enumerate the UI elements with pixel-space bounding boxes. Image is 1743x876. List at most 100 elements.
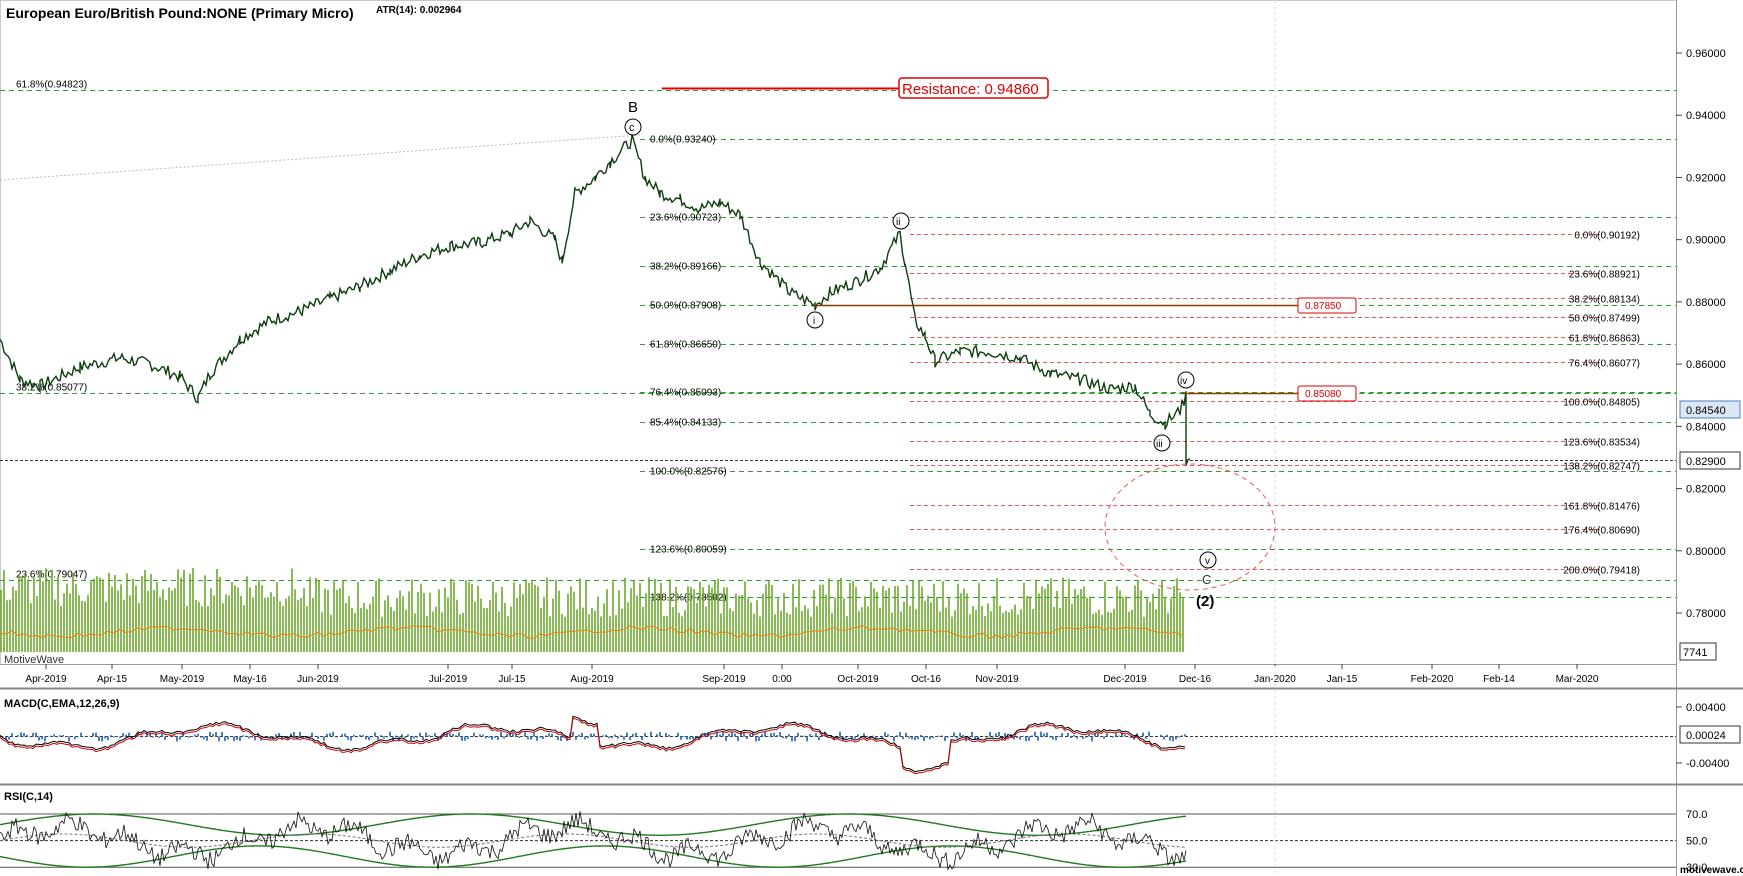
macd-tick-label: 0.00400 bbox=[1686, 702, 1726, 714]
wave-label-iii-circle bbox=[1153, 434, 1171, 452]
time-tick-label: Dec-2019 bbox=[1103, 674, 1147, 685]
wave-label-v-circle bbox=[1199, 551, 1217, 569]
time-tick-label: Oct-16 bbox=[911, 674, 941, 685]
price-tick-label: 0.96000 bbox=[1686, 48, 1726, 60]
watermark: MotiveWave bbox=[4, 654, 64, 666]
time-tick-label: Apr-2019 bbox=[25, 674, 67, 685]
price-tick-label: 0.90000 bbox=[1686, 235, 1726, 247]
wave-label-B: B bbox=[628, 99, 638, 116]
macd-title: MACD(C,EMA,12,26,9) bbox=[4, 698, 120, 710]
time-tick-label: Jun-2019 bbox=[297, 674, 339, 685]
wave-label-iv-circle bbox=[1177, 371, 1195, 389]
wave-label-i: i bbox=[813, 316, 815, 327]
wave-label-iv: iv bbox=[1180, 376, 1187, 387]
macd-tick-label: -0.00400 bbox=[1686, 758, 1729, 770]
price-tick-label: 0.94000 bbox=[1686, 110, 1726, 122]
rsi-tick-label: 30.0 bbox=[1686, 862, 1707, 874]
wave-label-c-circle bbox=[624, 118, 642, 136]
fib-mid-label: 0.0%(0.93240) bbox=[650, 135, 716, 146]
volume-bars bbox=[0, 568, 1184, 652]
fib-right-label: 76.4%(0.86077) bbox=[1569, 359, 1640, 370]
fib-mid-label: 123.6%(0.80059) bbox=[650, 545, 727, 556]
wave-label-iii: iii bbox=[1156, 439, 1163, 450]
price-panel[interactable] bbox=[0, 0, 1677, 665]
atr-readout: ATR(14): 0.002964 bbox=[376, 5, 462, 16]
price-tick-label: 0.86000 bbox=[1686, 359, 1726, 371]
price-tick-label: 0.78000 bbox=[1686, 608, 1726, 620]
fib-right-label: 138.2%(0.82747) bbox=[1563, 462, 1640, 473]
price-tick-label: 0.80000 bbox=[1686, 546, 1726, 558]
fib-mid-label: 38.2%(0.89166) bbox=[650, 262, 721, 273]
rsi-tick-label: 70.0 bbox=[1686, 809, 1707, 821]
fib-right-label: 100.0%(0.84805) bbox=[1563, 398, 1640, 409]
time-tick-label: Feb-14 bbox=[1483, 674, 1515, 685]
price-tick-label: 0.84000 bbox=[1686, 421, 1726, 433]
price-tick-label: 0.88000 bbox=[1686, 297, 1726, 309]
volume-value-label: 7741 bbox=[1683, 647, 1707, 659]
fib-left-label: 61.8%(0.94823) bbox=[16, 80, 87, 91]
fib-right-label: 161.8%(0.81476) bbox=[1563, 502, 1640, 513]
footer-brand: motivewave.com bbox=[1680, 865, 1743, 876]
time-tick-label: May-2019 bbox=[160, 674, 205, 685]
time-tick-label: Nov-2019 bbox=[975, 674, 1019, 685]
volume-value-flag[interactable] bbox=[1679, 642, 1717, 661]
fib-right-label: 123.6%(0.83534) bbox=[1563, 438, 1640, 449]
macd-panel[interactable]: 0.00400 -0.00400 bbox=[0, 702, 1729, 775]
wave-label-v: v bbox=[1205, 556, 1210, 567]
macd-line bbox=[0, 715, 1186, 773]
fib-mid-label: 85.4%(0.84133) bbox=[650, 418, 721, 429]
time-tick-label: Dec-16 bbox=[1179, 674, 1212, 685]
fib-right-label: 200.0%(0.79418) bbox=[1563, 566, 1640, 577]
time-tick-label: Sep-2019 bbox=[702, 674, 746, 685]
price-line bbox=[0, 133, 1191, 466]
time-tick-label: Aug-2019 bbox=[570, 674, 614, 685]
fib-right-label: 61.8%(0.86863) bbox=[1569, 334, 1640, 345]
volume-average-line bbox=[0, 624, 1183, 640]
price-tick-label: 0.92000 bbox=[1686, 172, 1726, 184]
time-tick-label: Mar-2020 bbox=[1556, 674, 1599, 685]
resistance-label: Resistance: 0.94860 bbox=[902, 81, 1039, 98]
macd-current-flag[interactable] bbox=[1679, 725, 1741, 744]
level-tag-0-85080: 0.85080 bbox=[1305, 389, 1342, 400]
rsi-upper-band bbox=[0, 813, 1187, 836]
time-tick-label: Apr-15 bbox=[97, 674, 127, 685]
fib-mid-label: 100.0%(0.82576) bbox=[650, 467, 727, 478]
wave-label-ii-circle bbox=[892, 212, 910, 230]
time-tick-label: May-16 bbox=[233, 674, 267, 685]
price-bars bbox=[0, 133, 1191, 466]
fib-right-label: 38.2%(0.88134) bbox=[1569, 295, 1640, 306]
fib-right-label: 0.0%(0.90192) bbox=[1574, 231, 1640, 242]
time-tick-label: Feb-2020 bbox=[1411, 674, 1454, 685]
time-tick-label: 0:00 bbox=[772, 674, 792, 685]
wave-label-ii: ii bbox=[896, 217, 900, 228]
macd-current-label: 0.00024 bbox=[1686, 730, 1726, 742]
fib-mid-label: 61.8%(0.86650) bbox=[650, 340, 721, 351]
rsi-tick-label: 50.0 bbox=[1686, 836, 1707, 848]
rsi-lower-band bbox=[0, 845, 1187, 868]
fib-right-label: 50.0%(0.87499) bbox=[1569, 314, 1640, 325]
resistance-label-box[interactable] bbox=[898, 77, 1049, 99]
price-tick-label: 0.82000 bbox=[1686, 484, 1726, 496]
rsi-line bbox=[0, 811, 1187, 871]
current-price-flag[interactable] bbox=[1679, 400, 1741, 419]
chart-title: European Euro/British Pound:NONE (Primar… bbox=[6, 5, 354, 21]
fibonacci-levels: 61.8%(0.94823)38.2%(0.85077)23.6%(0.7904… bbox=[0, 80, 1676, 604]
fib-left-label: 38.2%(0.85077) bbox=[16, 383, 87, 394]
wave-label-two: (2) bbox=[1196, 593, 1214, 610]
rsi-title: RSI(C,14) bbox=[4, 791, 53, 803]
fib-mid-label: 23.6%(0.90723) bbox=[650, 213, 721, 224]
time-tick-label: Jan-15 bbox=[1327, 674, 1358, 685]
target-zone-ellipse bbox=[1104, 463, 1276, 591]
rsi-panel[interactable]: 70.050.030.020.0 bbox=[0, 809, 1707, 876]
time-tick-label: Jul-15 bbox=[498, 674, 526, 685]
wave-label-c: c bbox=[629, 122, 635, 134]
cursor-price-label: 0.82900 bbox=[1686, 456, 1726, 468]
fib-mid-label: 76.4%(0.85093) bbox=[650, 388, 721, 399]
level-tag-0-85080-box[interactable] bbox=[1297, 385, 1357, 402]
cursor-price-flag[interactable] bbox=[1679, 451, 1741, 470]
wave-label-i-circle bbox=[806, 311, 824, 329]
level-tag-0-87850-box[interactable] bbox=[1297, 297, 1357, 314]
fib-right-label: 176.4%(0.80690) bbox=[1563, 526, 1640, 537]
macd-signal-line bbox=[0, 717, 1186, 775]
